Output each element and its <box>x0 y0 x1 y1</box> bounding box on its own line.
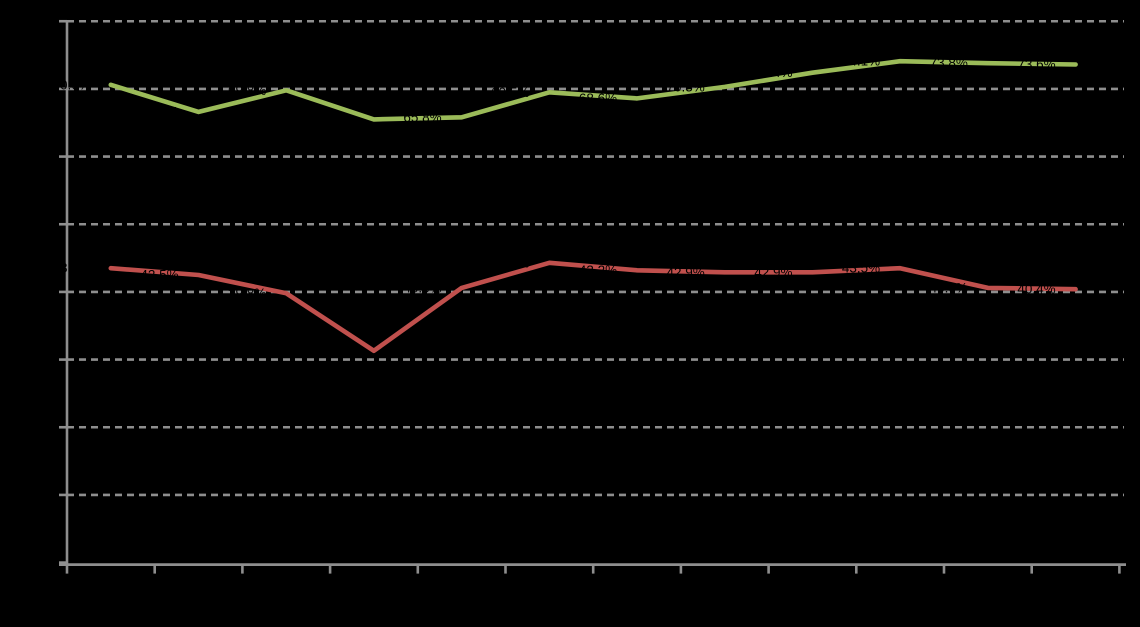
data-label: 40.4% <box>1017 282 1055 297</box>
gridlines <box>67 19 1124 497</box>
data-label: 39.8% <box>228 286 266 301</box>
data-label: 40.6% <box>930 280 968 295</box>
data-label: 42.9% <box>667 265 705 280</box>
data-label: 43.5% <box>53 261 91 276</box>
data-label: 42.5% <box>140 268 178 283</box>
red-line <box>108 260 1078 354</box>
data-label: 43.2% <box>579 263 617 278</box>
data-label: 70.3% <box>667 79 705 94</box>
data-label: 44.3% <box>491 255 529 270</box>
y-axis <box>59 19 69 565</box>
data-label: 69.8% <box>228 83 266 98</box>
series-red-line <box>108 260 1078 354</box>
data-label: 42.9% <box>754 265 792 280</box>
data-labels-green-line: 70.6% 66.6% 69.8% 65.5% 65.8% 69.5% 68.6% 70.3%… <box>53 54 1056 127</box>
data-label: 68.6% <box>579 91 617 106</box>
data-label: 74.1% <box>842 54 880 69</box>
data-label: 69.5% <box>491 85 529 100</box>
x-axis <box>59 563 1126 574</box>
data-label: 66.6% <box>140 104 178 119</box>
data-label: 72.4% <box>754 65 792 80</box>
data-label: 73.8% <box>930 56 968 71</box>
data-labels-red-line: 43.5% 42.5% 39.8% 31.3% 40.6% 44.3% 43.2% 42.9%… <box>53 255 1056 358</box>
series-green-line <box>108 58 1078 122</box>
data-label: 31.3% <box>316 343 354 358</box>
data-label: 73.6% <box>1017 57 1055 72</box>
green-line <box>108 58 1078 122</box>
data-label: 65.8% <box>403 110 441 125</box>
data-label: 70.6% <box>53 77 91 92</box>
data-label: 65.5% <box>316 112 354 127</box>
data-label: 43.5% <box>842 261 880 276</box>
data-label: 40.6% <box>403 280 441 295</box>
